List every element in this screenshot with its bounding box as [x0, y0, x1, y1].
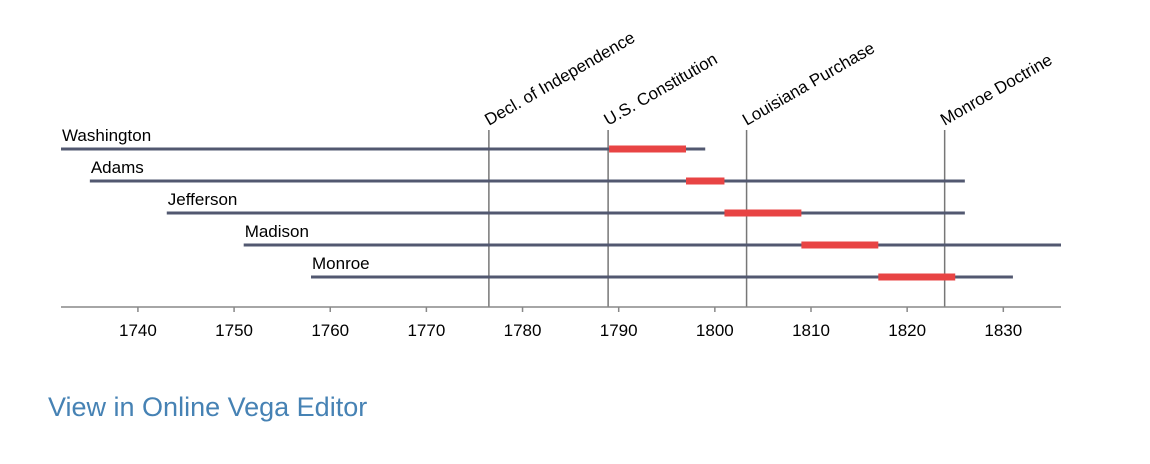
- person-label-2: Jefferson: [168, 190, 238, 209]
- event-label-2: Louisiana Purchase: [739, 38, 878, 129]
- x-tick-label-5: 1790: [600, 321, 638, 340]
- person-label-4: Monroe: [312, 254, 370, 273]
- event-label-1: U.S. Constitution: [601, 49, 721, 129]
- x-tick-label-8: 1820: [888, 321, 926, 340]
- x-tick-label-2: 1760: [311, 321, 349, 340]
- x-tick-label-1: 1750: [215, 321, 253, 340]
- person-label-0: Washington: [62, 126, 151, 145]
- person-label-3: Madison: [245, 222, 309, 241]
- x-tick-label-0: 1740: [119, 321, 157, 340]
- person-label-1: Adams: [91, 158, 144, 177]
- vega-editor-link[interactable]: View in Online Vega Editor: [48, 392, 368, 422]
- event-label-3: Monroe Doctrine: [937, 50, 1055, 129]
- x-tick-label-4: 1780: [504, 321, 542, 340]
- x-tick-label-3: 1770: [407, 321, 445, 340]
- x-tick-label-9: 1830: [984, 321, 1022, 340]
- x-tick-label-7: 1810: [792, 321, 830, 340]
- timeline-chart: WashingtonAdamsJeffersonMadisonMonroeDec…: [61, 28, 1061, 340]
- x-tick-label-6: 1800: [696, 321, 734, 340]
